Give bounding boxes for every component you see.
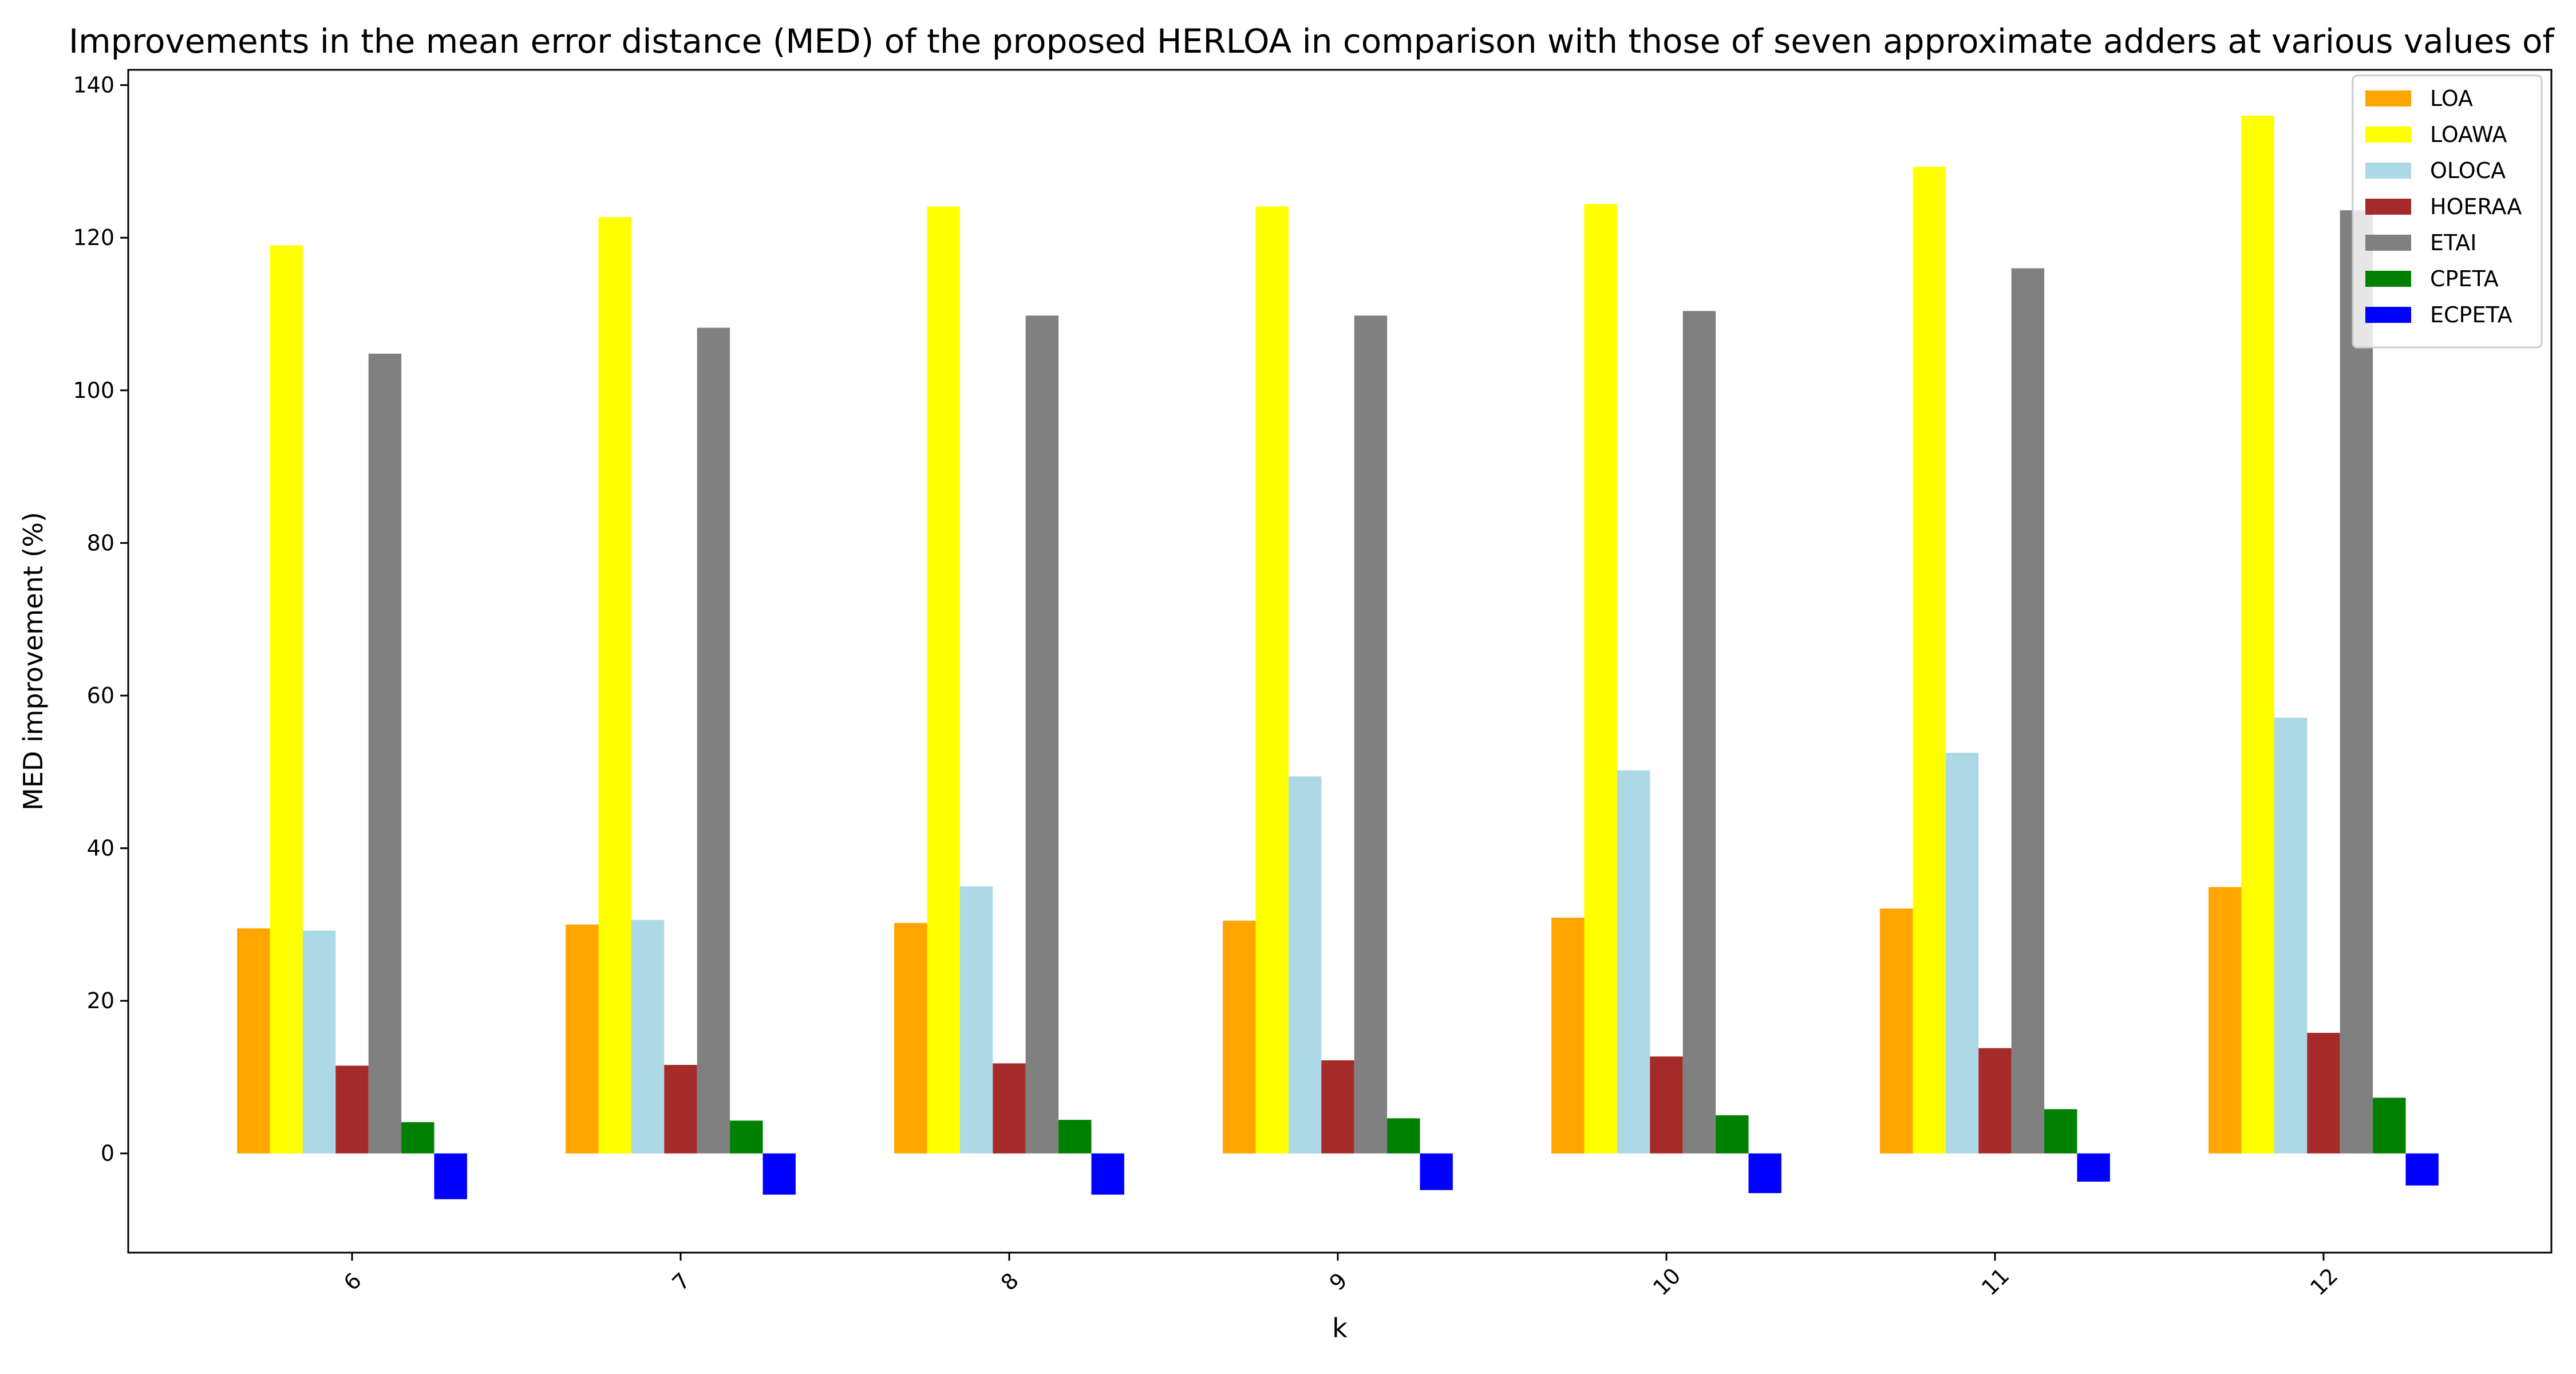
- x-tick-label: 8: [996, 1268, 1024, 1296]
- bar-loawa-k11: [1913, 167, 1946, 1154]
- y-tick-label: 40: [87, 836, 114, 861]
- bar-cpeta-k11: [2044, 1109, 2077, 1154]
- bar-oloca-k11: [1945, 752, 1979, 1154]
- legend-swatch-loawa: [2365, 127, 2411, 143]
- x-tick-label: 7: [667, 1268, 695, 1296]
- bar-etai-k8: [1025, 315, 1059, 1154]
- legend-label-hoeraa: HOERAA: [2430, 194, 2522, 219]
- legend-label-etai: ETAI: [2430, 230, 2476, 255]
- x-tick-label: 11: [1977, 1263, 2014, 1300]
- y-tick-label: 80: [87, 530, 114, 555]
- bar-cpeta-k7: [730, 1120, 763, 1154]
- bar-etai-k12: [2340, 210, 2373, 1154]
- legend-label-oloca: OLOCA: [2430, 158, 2506, 183]
- x-tick-label: 9: [1325, 1268, 1352, 1296]
- x-axis: 6 7 8 9 10 11 12: [339, 1253, 2342, 1300]
- bar-loawa-k8: [927, 206, 960, 1154]
- legend-swatch-cpeta: [2365, 271, 2411, 287]
- y-tick-label: 20: [87, 988, 114, 1013]
- legend-label-loawa: LOAWA: [2430, 122, 2507, 147]
- bar-loawa-k12: [2241, 116, 2274, 1154]
- bar-loawa-k10: [1584, 204, 1617, 1154]
- bar-oloca-k6: [302, 930, 336, 1154]
- legend-swatch-loa: [2365, 90, 2411, 106]
- bar-loawa-k9: [1255, 206, 1289, 1154]
- bar-loa-k11: [1880, 908, 1913, 1154]
- bar-loa-k8: [894, 923, 927, 1154]
- bar-cpeta-k6: [401, 1122, 434, 1154]
- bar-loa-k9: [1223, 921, 1256, 1154]
- bar-hoeraa-k12: [2307, 1033, 2340, 1154]
- legend-swatch-etai: [2365, 235, 2411, 251]
- bar-hoeraa-k9: [1321, 1060, 1354, 1154]
- bars-group: [237, 116, 2439, 1199]
- bar-cpeta-k8: [1058, 1120, 1092, 1154]
- bar-oloca-k12: [2274, 717, 2308, 1154]
- y-tick-label: 100: [73, 378, 114, 403]
- x-tick-label: 10: [1648, 1263, 1685, 1300]
- bar-etai-k10: [1682, 311, 1716, 1154]
- bar-ecpeta-k8: [1091, 1153, 1124, 1195]
- bar-ecpeta-k11: [2077, 1153, 2110, 1182]
- plot-frame: [127, 69, 2553, 1254]
- bar-ecpeta-k7: [762, 1153, 796, 1195]
- bar-loa-k12: [2208, 887, 2242, 1154]
- y-axis-label: MED improvement (%): [18, 512, 49, 811]
- bar-ecpeta-k9: [1420, 1153, 1453, 1190]
- bar-ecpeta-k10: [1748, 1153, 1781, 1193]
- bar-cpeta-k9: [1387, 1118, 1420, 1154]
- legend-label-cpeta: CPETA: [2430, 266, 2499, 291]
- bar-loa-k6: [237, 928, 270, 1154]
- bar-loawa-k7: [598, 217, 631, 1154]
- legend-swatch-hoeraa: [2365, 199, 2411, 215]
- bar-hoeraa-k6: [335, 1065, 369, 1154]
- bar-ecpeta-k12: [2405, 1153, 2439, 1186]
- bar-oloca-k8: [959, 886, 993, 1154]
- x-axis-label: k: [1332, 1313, 1348, 1344]
- legend-swatch-oloca: [2365, 163, 2411, 179]
- legend: LOA LOAWA OLOCA HOERAA ETAI CPETA ECPETA: [2352, 74, 2543, 349]
- bar-hoeraa-k7: [664, 1065, 697, 1154]
- legend-label-loa: LOA: [2430, 86, 2473, 111]
- x-tick-label: 12: [2305, 1263, 2342, 1300]
- bar-loawa-k6: [270, 245, 303, 1154]
- bar-loa-k10: [1551, 917, 1585, 1154]
- bar-hoeraa-k10: [1650, 1056, 1683, 1154]
- bar-cpeta-k12: [2373, 1097, 2406, 1154]
- y-tick-label: 140: [73, 73, 114, 98]
- chart-title: Improvements in the mean error distance …: [69, 22, 2555, 61]
- bar-oloca-k7: [631, 919, 665, 1154]
- legend-swatch-ecpeta: [2365, 307, 2411, 323]
- x-tick-label: 6: [339, 1268, 366, 1296]
- y-tick-label: 0: [101, 1141, 114, 1166]
- bar-etai-k9: [1354, 315, 1388, 1154]
- y-tick-label: 60: [87, 683, 114, 708]
- bar-hoeraa-k11: [1978, 1048, 2012, 1154]
- bar-ecpeta-k6: [434, 1153, 467, 1199]
- legend-label-ecpeta: ECPETA: [2430, 302, 2512, 327]
- bar-loa-k7: [566, 924, 599, 1154]
- bar-cpeta-k10: [1716, 1115, 1749, 1154]
- bar-etai-k6: [368, 353, 402, 1154]
- bar-oloca-k10: [1617, 770, 1650, 1154]
- bar-hoeraa-k8: [993, 1063, 1026, 1154]
- bar-etai-k7: [697, 327, 730, 1154]
- y-axis: 0 20 40 60 80 100 120 140: [73, 73, 128, 1166]
- bar-etai-k11: [2011, 268, 2045, 1154]
- bar-oloca-k9: [1288, 776, 1322, 1154]
- y-tick-label: 120: [73, 225, 114, 250]
